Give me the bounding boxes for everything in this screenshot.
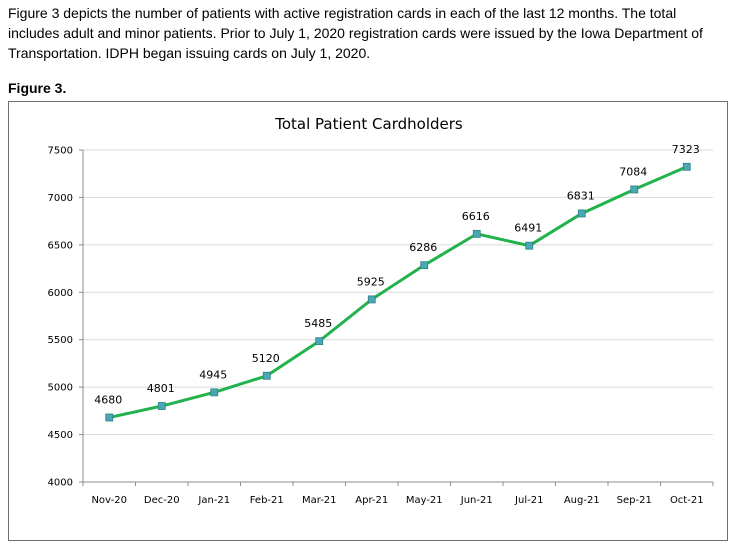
x-tick-label: Jun-21 — [460, 495, 493, 506]
data-label: 7323 — [672, 143, 700, 156]
data-point — [105, 413, 114, 422]
data-point — [630, 185, 639, 194]
x-tick-label: Aug-21 — [564, 495, 600, 506]
chart-frame: Total Patient Cardholders 4000 4500 5000 55… — [8, 101, 728, 541]
data-label: 4801 — [147, 382, 175, 395]
x-tick-label: Mar-21 — [302, 495, 337, 506]
chart-title: Total Patient Cardholders — [274, 115, 463, 133]
data-point — [262, 371, 271, 380]
y-tick-label: 4500 — [48, 430, 73, 441]
x-tick-label: Sep-21 — [617, 495, 652, 506]
y-tick-label: 5500 — [48, 335, 73, 346]
data-label: 5120 — [252, 352, 280, 365]
x-tick-label: May-21 — [406, 495, 443, 506]
data-label: 5925 — [357, 275, 385, 288]
y-tick-label: 6000 — [48, 288, 73, 299]
x-tick-label: Dec-20 — [144, 495, 180, 506]
y-tick-label: 5000 — [48, 383, 73, 394]
y-tick-label: 6500 — [48, 240, 73, 251]
data-point — [210, 388, 219, 397]
data-label: 4680 — [94, 393, 122, 406]
data-point — [682, 162, 691, 171]
x-tick-label: Oct-21 — [670, 495, 704, 506]
x-tick-label: Apr-21 — [355, 495, 388, 506]
y-tick-label: 7500 — [48, 146, 73, 157]
line-chart: Total Patient Cardholders 4000 4500 5000 55… — [48, 115, 714, 506]
data-label: 7084 — [619, 165, 647, 178]
data-label: 6616 — [462, 210, 490, 223]
data-label: 5485 — [304, 317, 332, 330]
series-line — [108, 165, 688, 419]
y-tick-label: 7000 — [48, 193, 73, 204]
intro-paragraph: Figure 3 depicts the number of patients … — [8, 5, 703, 61]
data-point — [420, 261, 429, 270]
data-point — [472, 229, 481, 238]
data-point — [315, 337, 324, 346]
data-label: 6831 — [567, 189, 595, 202]
x-tick-label: Feb-21 — [250, 495, 284, 506]
data-label: 4945 — [199, 368, 227, 381]
y-tick-label: 4000 — [48, 478, 73, 489]
data-point — [577, 209, 586, 218]
data-point — [367, 295, 376, 304]
data-label: 6286 — [409, 241, 437, 254]
x-tick-label: Jan-21 — [197, 495, 230, 506]
x-tick-label: Jul-21 — [514, 495, 543, 506]
figure-label: Figure 3. — [8, 80, 67, 96]
x-tick-label: Nov-20 — [91, 495, 127, 506]
data-label: 6491 — [514, 222, 542, 235]
data-point — [525, 241, 534, 250]
data-point — [157, 402, 166, 410]
